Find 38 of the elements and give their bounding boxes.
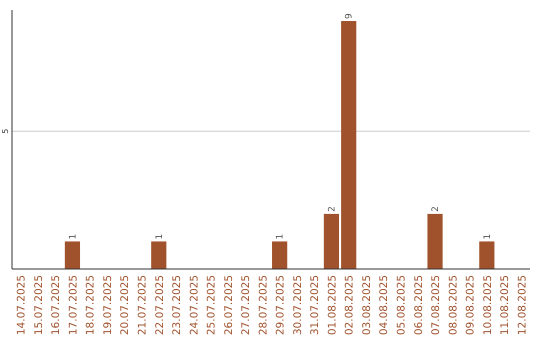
x-tick-label: 05.08.2025 [396, 275, 408, 336]
x-tick-label: 26.07.2025 [222, 275, 235, 336]
x-tick-label: 03.08.2025 [360, 275, 373, 336]
x-tick-label: 09.08.2025 [464, 275, 477, 336]
data-label: 1 [482, 234, 493, 240]
x-tick-label: 06.08.2025 [412, 275, 425, 336]
x-tick-label: 25.07.2025 [206, 275, 218, 336]
data-label: 2 [327, 206, 338, 212]
x-tick-label: 08.08.2025 [447, 275, 460, 336]
x-tick-label: 31.07.2025 [309, 275, 322, 336]
x-tick-label: 17.07.2025 [67, 275, 80, 336]
x-tick-label: 22.07.2025 [154, 275, 166, 336]
data-label: 1 [68, 234, 78, 240]
x-tick-label: 19.07.2025 [102, 275, 114, 336]
x-tick-label: 23.07.2025 [171, 275, 184, 336]
x-tick-label: 14.07.2025 [16, 275, 28, 336]
x-tick-label: 28.07.2025 [257, 275, 270, 336]
x-tick-label: 27.07.2025 [240, 275, 252, 336]
x-tick-label: 07.08.2025 [430, 275, 442, 336]
x-tick-label: 16.07.2025 [50, 275, 62, 336]
x-tick-label: 20.07.2025 [119, 275, 132, 336]
data-label: 9 [344, 13, 355, 20]
x-tick-label: 18.07.2025 [84, 275, 97, 336]
x-tick-label: 15.07.2025 [32, 275, 45, 336]
y-tick-label: 5 [1, 128, 10, 134]
x-tick-label: 01.08.2025 [326, 275, 338, 336]
x-tick-label: 21.07.2025 [136, 275, 148, 336]
x-tick-label: 10.08.2025 [482, 275, 494, 336]
x-tick-label: 24.07.2025 [188, 275, 200, 336]
data-label: 1 [276, 234, 286, 240]
data-label: 1 [154, 234, 165, 240]
x-tick-label: 12.08.2025 [516, 275, 528, 336]
x-tick-label: 11.08.2025 [499, 275, 512, 336]
data-label: 2 [431, 206, 442, 212]
x-tick-label: 04.08.2025 [378, 275, 390, 336]
x-tick-label: 02.08.2025 [344, 275, 356, 336]
x-tick-label: 29.07.2025 [274, 275, 287, 336]
x-tick-label: 30.07.2025 [292, 275, 304, 336]
